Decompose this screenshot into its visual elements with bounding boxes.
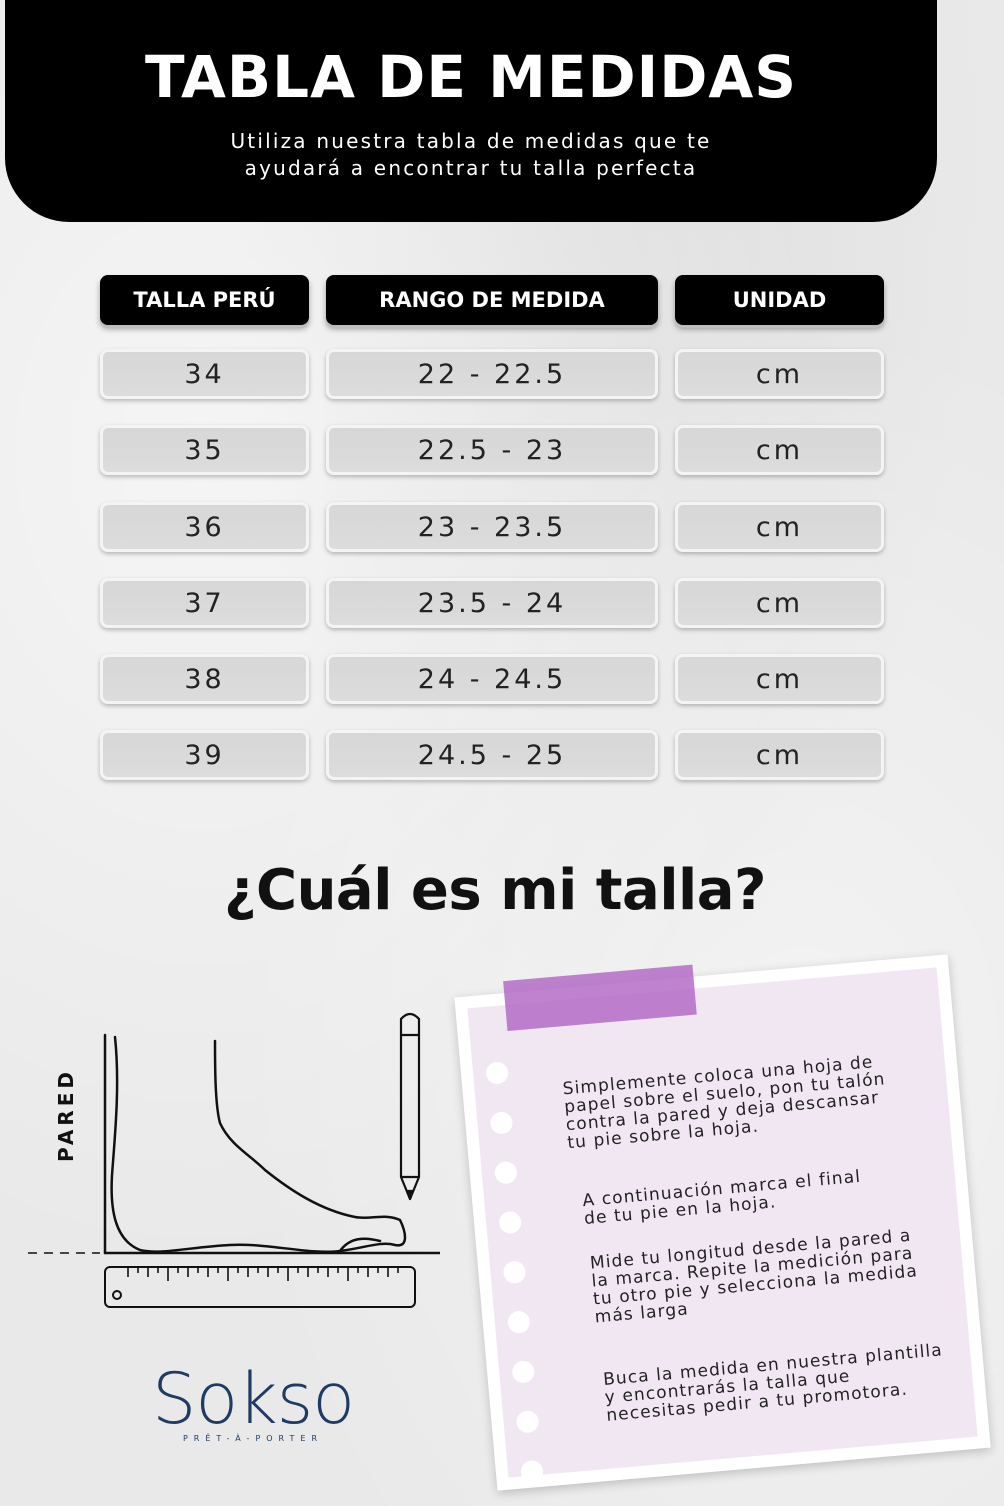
header-banner: TABLA DE MEDIDAS Utiliza nuestra tabla d… — [5, 0, 937, 222]
cell-unit: cm — [675, 654, 884, 704]
cell-range: 24 - 24.5 — [326, 654, 658, 704]
page-title: TABLA DE MEDIDAS — [144, 43, 798, 111]
subtitle-line: ayudará a encontrar tu talla perfecta — [244, 156, 698, 180]
brand-tagline: PRÊT-À-PORTER — [182, 1434, 324, 1443]
column-header-unidad: UNIDAD — [675, 275, 884, 325]
cell-range: 23 - 23.5 — [326, 502, 658, 552]
pencil-icon — [399, 1012, 421, 1201]
brand-name: Sokso — [151, 1358, 355, 1440]
cell-range: 22 - 22.5 — [326, 349, 658, 399]
cell-size: 35 — [100, 425, 309, 475]
cell-size: 39 — [100, 730, 309, 780]
cell-range: 22.5 - 23 — [326, 425, 658, 475]
cell-unit: cm — [675, 730, 884, 780]
cell-unit: cm — [675, 425, 884, 475]
column-header-rango: RANGO DE MEDIDA — [326, 275, 658, 325]
cell-unit: cm — [675, 349, 884, 399]
page-subtitle: Utiliza nuestra tabla de medidas que te … — [5, 128, 937, 182]
cell-size: 34 — [100, 349, 309, 399]
foot-measure-illustration — [28, 1012, 440, 1308]
instructions-note: Simplemente coloca una hoja de papel sob… — [454, 954, 991, 1491]
foot-icon — [103, 1033, 440, 1255]
brand-logo: Sokso PRÊT-À-PORTER — [148, 1362, 358, 1443]
column-header-talla: TALLA PERÚ — [100, 275, 309, 325]
ruler-icon — [104, 1266, 416, 1308]
cell-range: 23.5 - 24 — [326, 578, 658, 628]
section-heading: ¿Cuál es mi talla? — [223, 858, 767, 923]
subtitle-line: Utiliza nuestra tabla de medidas que te — [230, 129, 712, 153]
cell-size: 36 — [100, 502, 309, 552]
cell-unit: cm — [675, 578, 884, 628]
cell-range: 24.5 - 25 — [326, 730, 658, 780]
cell-size: 37 — [100, 578, 309, 628]
cell-size: 38 — [100, 654, 309, 704]
cell-unit: cm — [675, 502, 884, 552]
